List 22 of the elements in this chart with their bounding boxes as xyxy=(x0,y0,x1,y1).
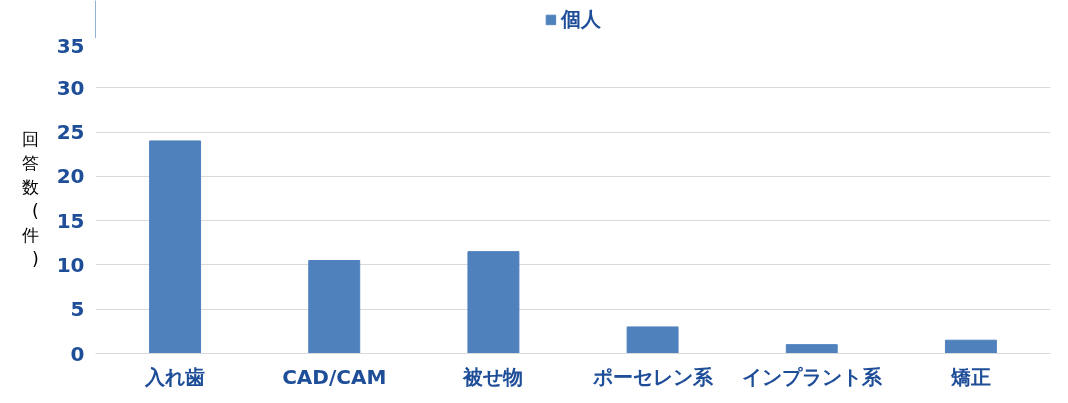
legend-label: 個人 xyxy=(561,5,601,33)
bar xyxy=(944,339,997,354)
y-tick-label: 20 xyxy=(56,164,85,189)
y-tick-label: 10 xyxy=(56,252,85,277)
x-tick-label: 入れ歯 xyxy=(144,364,206,389)
bar xyxy=(308,260,361,354)
y-tick-label: 0 xyxy=(70,341,85,366)
x-tick-label: 被せ物 xyxy=(462,364,524,389)
x-tick-label: CAD/CAM xyxy=(282,364,387,389)
y-tick-label: 30 xyxy=(56,75,85,100)
x-tick-label: 矯正 xyxy=(949,364,991,389)
y-tick-label: 5 xyxy=(70,297,85,322)
y-axis-title: 回答数(件) xyxy=(21,128,39,269)
x-tick-label: ポーセレン系 xyxy=(591,364,714,389)
bar xyxy=(626,326,679,354)
bar xyxy=(149,140,202,354)
y-tick-label: 25 xyxy=(56,120,85,145)
bar xyxy=(467,251,520,354)
y-tick-label: 15 xyxy=(56,208,85,233)
x-tick-label: インプラント系 xyxy=(741,364,883,389)
bar xyxy=(785,344,838,354)
y-tick-label: 35 xyxy=(56,33,85,58)
